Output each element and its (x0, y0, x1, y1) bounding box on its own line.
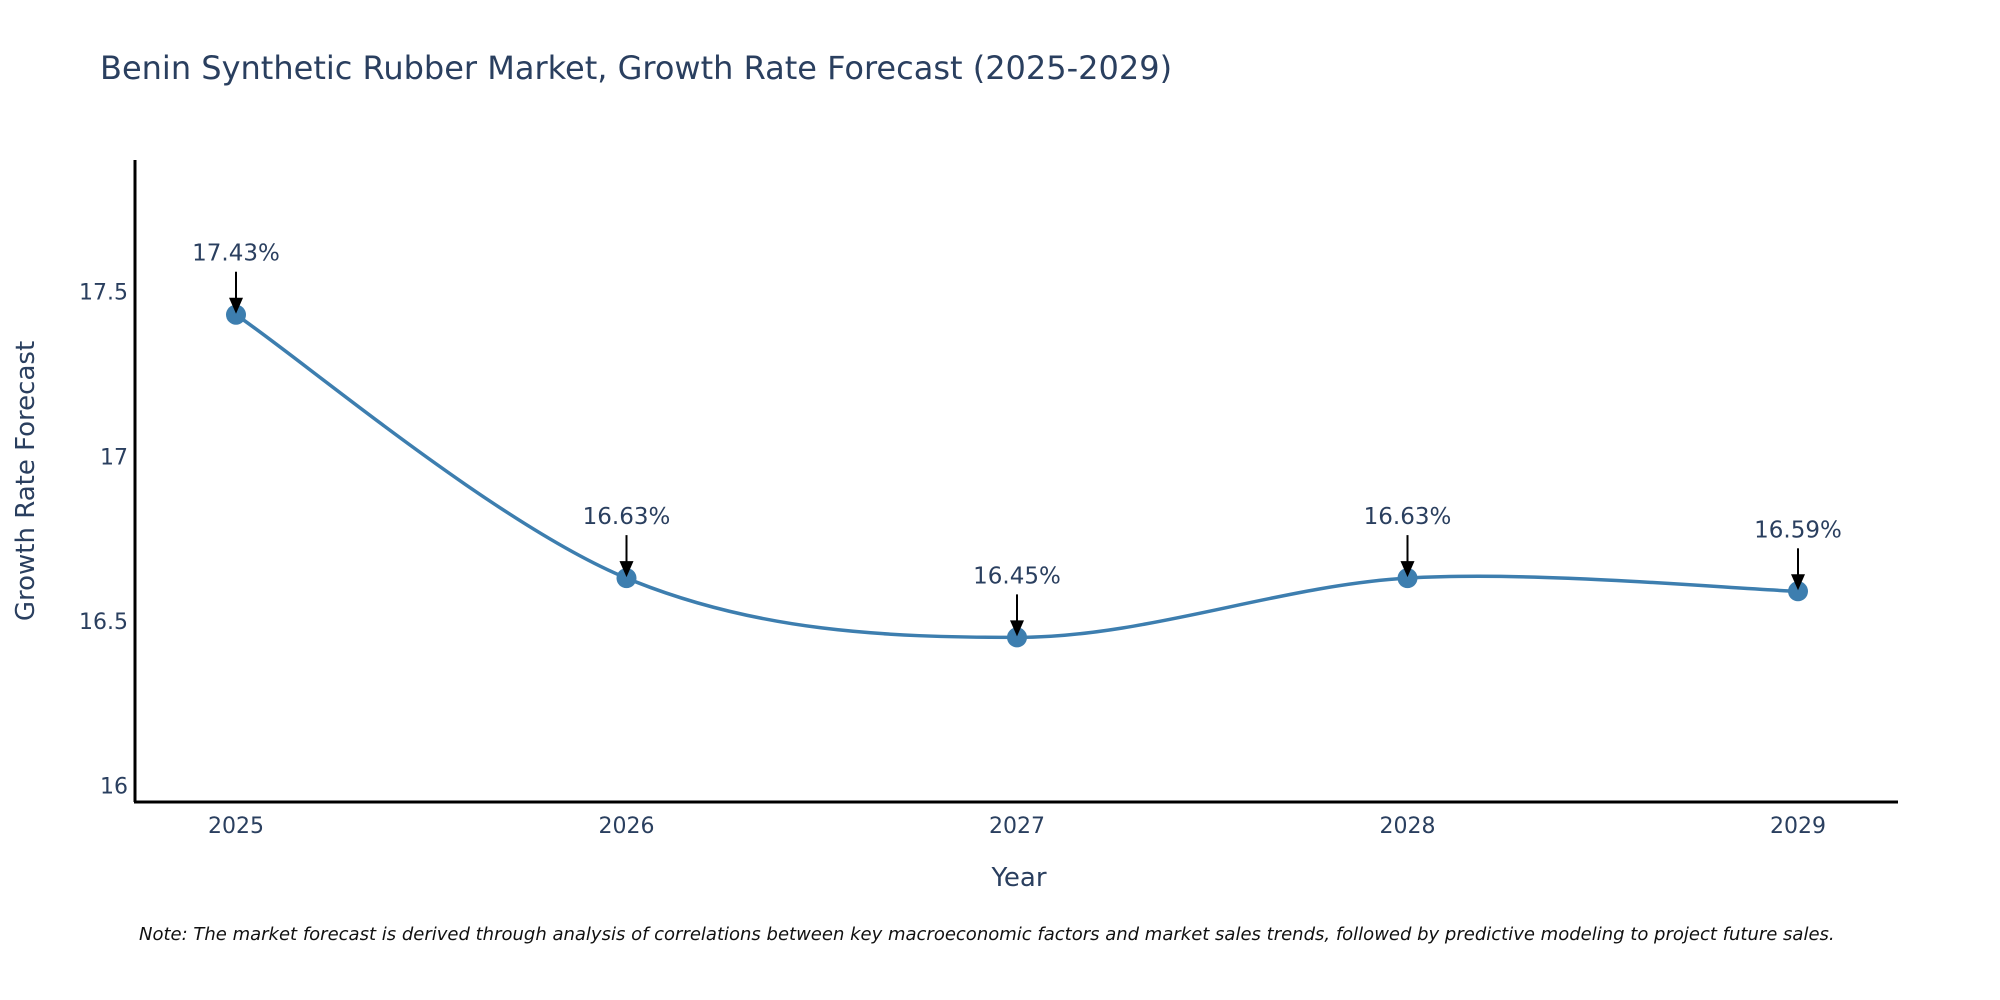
data-point (1397, 568, 1418, 589)
data-label: 16.63% (1364, 504, 1452, 530)
data-label: 16.59% (1754, 517, 1842, 543)
x-tick-label: 2028 (1380, 814, 1436, 839)
x-tick-label: 2027 (989, 814, 1045, 839)
chart-title: Benin Synthetic Rubber Market, Growth Ra… (100, 49, 1172, 87)
footnote: Note: The market forecast is derived thr… (139, 924, 1835, 945)
y-tick-label: 16.5 (79, 610, 128, 635)
y-axis-title: Growth Rate Forecast (11, 341, 41, 621)
x-tick-label: 2025 (208, 814, 264, 839)
data-point (226, 304, 246, 325)
annotation-arrowhead (229, 297, 243, 314)
annotation-arrowhead (619, 561, 634, 578)
annotation-arrowhead (1791, 574, 1805, 591)
y-tick-label: 16 (100, 775, 128, 800)
data-annotations: 17.43% 16.63% 16.45% 16.63% 16.59% (192, 241, 1842, 637)
y-axis-ticks: 16 16.5 17 17.5 (79, 281, 128, 800)
data-label: 17.43% (192, 241, 280, 267)
data-point (1007, 627, 1027, 648)
annotation-arrowhead (1400, 561, 1415, 578)
x-axis-ticks: 2025 2026 2027 2028 2029 (208, 814, 1826, 839)
x-tick-label: 2029 (1770, 814, 1826, 839)
x-axis-title: Year (990, 863, 1046, 893)
y-tick-label: 17.5 (79, 281, 128, 306)
y-tick-label: 17 (100, 445, 128, 470)
data-point (1788, 581, 1808, 602)
data-label: 16.45% (973, 563, 1061, 589)
data-markers (226, 304, 1808, 648)
annotation-arrowhead (1010, 620, 1024, 637)
data-point (616, 568, 637, 589)
data-label: 16.63% (583, 504, 671, 530)
x-tick-label: 2026 (599, 814, 655, 839)
